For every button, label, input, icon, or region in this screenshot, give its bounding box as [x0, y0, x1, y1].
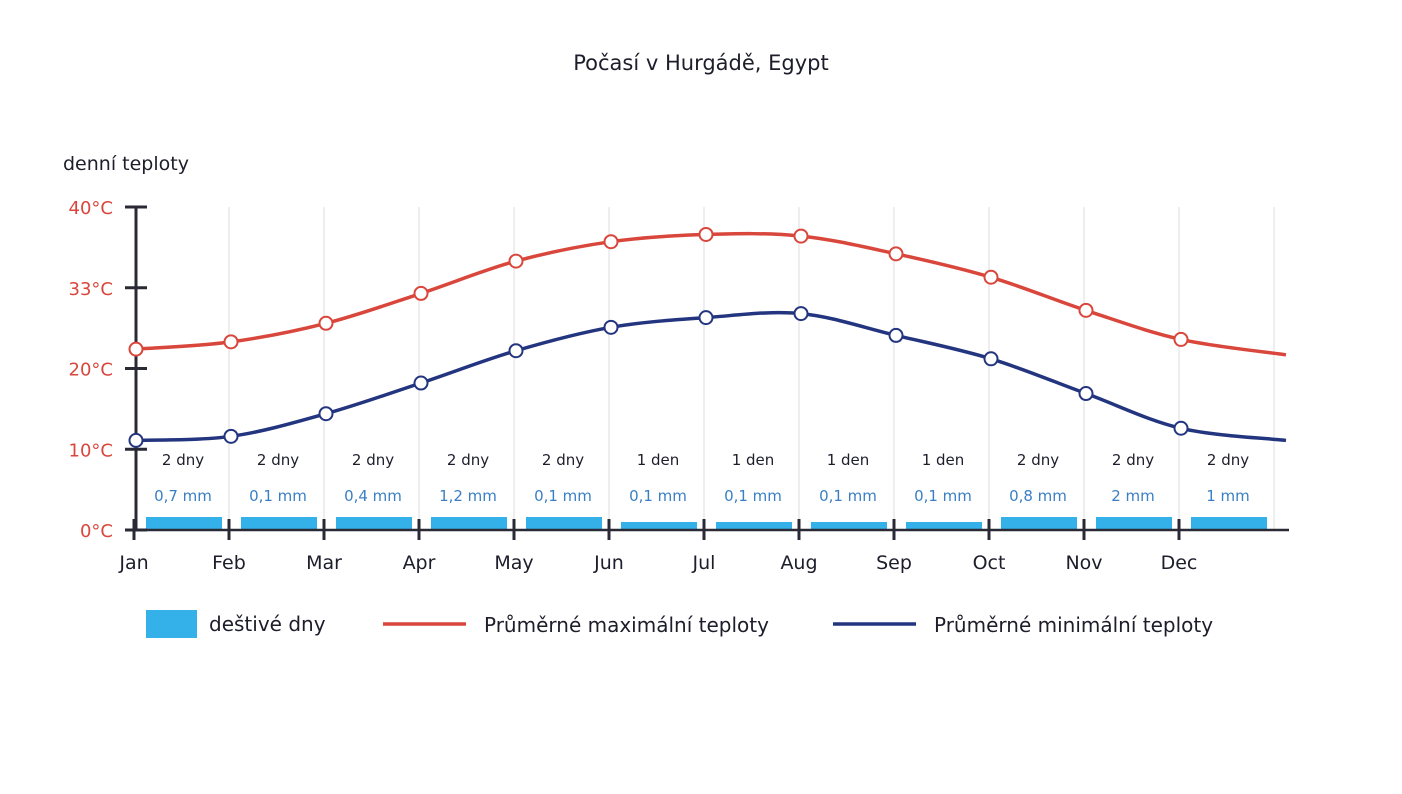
rain-amount-label: 0,1 mm	[249, 487, 307, 505]
x-tick-label: Mar	[306, 552, 342, 574]
max-temp-point	[603, 234, 619, 250]
y-tick-label: 10°C	[69, 440, 113, 461]
min-temp-point	[1078, 386, 1094, 402]
legend: deštivé dny Průměrné maximální teploty P…	[146, 610, 1213, 638]
rain-days-label: 2 dny	[1017, 451, 1059, 469]
max-temp-point	[698, 226, 714, 242]
temperature-lines	[128, 226, 1287, 448]
legend-label-min: Průměrné minimální teploty	[934, 613, 1213, 637]
rain-bar	[336, 517, 412, 529]
rain-days-label: 1 den	[922, 451, 965, 469]
x-tick-label: Jun	[593, 552, 624, 574]
grid-lines	[228, 207, 1275, 530]
max-temp-point	[1078, 302, 1094, 318]
rain-amount-label: 0,1 mm	[724, 487, 782, 505]
rain-bar	[716, 522, 792, 529]
max-temp-point	[793, 228, 809, 244]
rain-bar	[1096, 517, 1172, 529]
x-tick-label: Sep	[876, 552, 912, 574]
min-temp-point	[223, 428, 239, 444]
min-temp-point	[128, 432, 144, 448]
max-temp-point	[128, 341, 144, 357]
rain-days-label: 2 dny	[1207, 451, 1249, 469]
x-tick-label: Nov	[1065, 552, 1102, 574]
axes: 0°C 10°C 20°C 33°C 40°C Jan Feb Mar Apr May Jun Jul…	[69, 198, 1289, 574]
x-tick-label: Jul	[692, 552, 716, 574]
rain-days-label: 1 den	[827, 451, 870, 469]
rain-amount-label: 0,1 mm	[534, 487, 592, 505]
rain-amount-label: 0,4 mm	[344, 487, 402, 505]
y-tick-label: 0°C	[80, 521, 113, 542]
min-temp-point	[603, 319, 619, 335]
x-tick-label: Dec	[1161, 552, 1198, 574]
max-temp-point	[983, 269, 999, 285]
x-tick-label: May	[494, 552, 533, 574]
y-tick-label: 20°C	[69, 360, 113, 381]
rain-bar	[906, 522, 982, 529]
min-temp-point	[413, 375, 429, 391]
y-axis-label: denní teploty	[63, 153, 189, 175]
rain-days-label: 2 dny	[352, 451, 394, 469]
legend-label-rain: deštivé dny	[209, 612, 326, 636]
max-temp-point	[413, 285, 429, 301]
rain-amount-label: 2 mm	[1111, 487, 1155, 505]
max-temp-point	[223, 334, 239, 350]
rain-bar	[621, 522, 697, 529]
max-temp-point	[888, 246, 904, 262]
legend-swatch-rain	[146, 610, 197, 638]
min-temp-point	[1173, 420, 1189, 436]
chart-title: Počasí v Hurgádě, Egypt	[573, 51, 829, 75]
x-tick-label: Oct	[973, 552, 1006, 574]
rain-days-label: 1 den	[637, 451, 680, 469]
max-temp-line	[135, 231, 1287, 357]
min-temp-point	[793, 306, 809, 322]
min-temp-point	[983, 351, 999, 367]
rain-bar	[431, 517, 507, 529]
min-temp-point	[698, 310, 714, 326]
rain-amount-label: 0,1 mm	[629, 487, 687, 505]
rain-amount-label: 1 mm	[1206, 487, 1250, 505]
rain-amount-label: 0,1 mm	[914, 487, 972, 505]
x-tick-label: Aug	[780, 552, 817, 574]
min-temp-point	[888, 327, 904, 343]
y-tick-label: 40°C	[69, 198, 113, 219]
x-tick-label: Apr	[403, 552, 436, 574]
x-tick-label: Feb	[212, 552, 246, 574]
y-tick-label: 33°C	[69, 279, 113, 300]
rain-days-label: 2 dny	[447, 451, 489, 469]
legend-label-max: Průměrné maximální teploty	[484, 613, 769, 637]
rain-bar	[146, 517, 222, 529]
rain-bar	[526, 517, 602, 529]
rain-bar	[241, 517, 317, 529]
rain-amount-label: 0,1 mm	[819, 487, 877, 505]
max-temp-point	[318, 315, 334, 331]
rain-days-label: 2 dny	[1112, 451, 1154, 469]
min-temp-point	[508, 343, 524, 359]
rain-days-label: 1 den	[732, 451, 775, 469]
rain-bar	[1001, 517, 1077, 529]
rain-days-label: 2 dny	[257, 451, 299, 469]
rain-days-label: 2 dny	[162, 451, 204, 469]
max-temp-point	[508, 253, 524, 269]
rain-bar	[811, 522, 887, 529]
rain-amount-label: 1,2 mm	[439, 487, 497, 505]
rain-amount-label: 0,8 mm	[1009, 487, 1067, 505]
x-tick-label: Jan	[118, 552, 148, 574]
rain-days-label: 2 dny	[542, 451, 584, 469]
min-temp-point	[318, 406, 334, 422]
rain-bars	[146, 517, 1267, 529]
max-temp-point	[1173, 331, 1189, 347]
rain-labels: 2 dny 0,7 mm 2 dny 0,1 mm 2 dny 0,4 mm 2 dny 1,…	[154, 451, 1250, 505]
rain-amount-label: 0,7 mm	[154, 487, 212, 505]
rain-bar	[1191, 517, 1267, 529]
min-temp-line	[135, 310, 1287, 443]
